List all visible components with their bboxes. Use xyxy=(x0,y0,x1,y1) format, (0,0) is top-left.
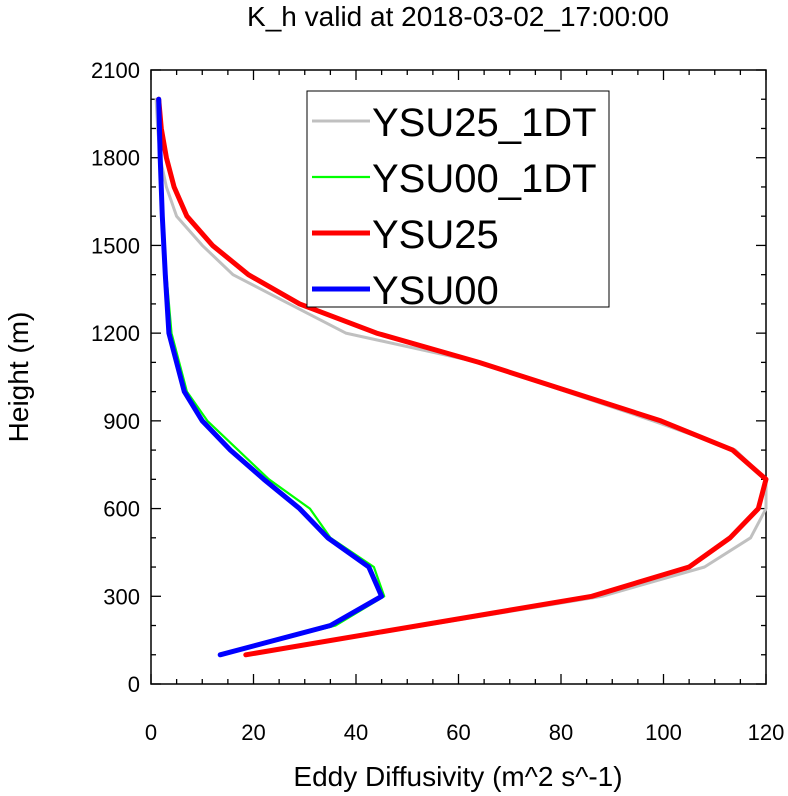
y-tick-label: 900 xyxy=(103,409,140,434)
y-tick-label: 300 xyxy=(103,584,140,609)
x-tick-label: 20 xyxy=(241,720,265,745)
x-tick-label: 0 xyxy=(145,720,157,745)
legend-label: YSU00_1DT xyxy=(372,157,597,201)
legend-label: YSU25_1DT xyxy=(372,101,597,145)
y-tick-label: 1200 xyxy=(91,321,140,346)
y-axis-title: Height (m) xyxy=(3,312,34,443)
chart-title: K_h valid at 2018-03-02_17:00:00 xyxy=(247,1,669,32)
y-tick-label: 1800 xyxy=(91,146,140,171)
series-lines xyxy=(154,96,769,658)
x-tick-label: 60 xyxy=(446,720,470,745)
y-tick-label: 600 xyxy=(103,497,140,522)
axis-tick-labels: 0 20 40 60 80 100 1200300600900120015001800210… xyxy=(91,58,784,745)
series-line-ysu25-1dt xyxy=(154,97,768,657)
legend-box xyxy=(306,90,610,308)
legend: YSU25_1DT YSU00_1DT YSU25 YSU00 xyxy=(306,90,610,313)
x-tick-label: 80 xyxy=(549,720,573,745)
x-tick-label: 100 xyxy=(645,720,682,745)
y-tick-label: 2100 xyxy=(91,58,140,83)
series-line-ysu00 xyxy=(156,96,385,658)
y-tick-label: 0 xyxy=(128,672,140,697)
x-axis-title: Eddy Diffusivity (m^2 s^-1) xyxy=(293,761,622,792)
x-tick-label: 120 xyxy=(748,720,785,745)
series-line-ysu25 xyxy=(156,96,769,658)
x-tick-label: 40 xyxy=(344,720,368,745)
legend-label: YSU00 xyxy=(372,269,499,313)
axis-ticks xyxy=(150,69,767,685)
y-tick-label: 1500 xyxy=(91,233,140,258)
legend-label: YSU25 xyxy=(372,213,499,257)
